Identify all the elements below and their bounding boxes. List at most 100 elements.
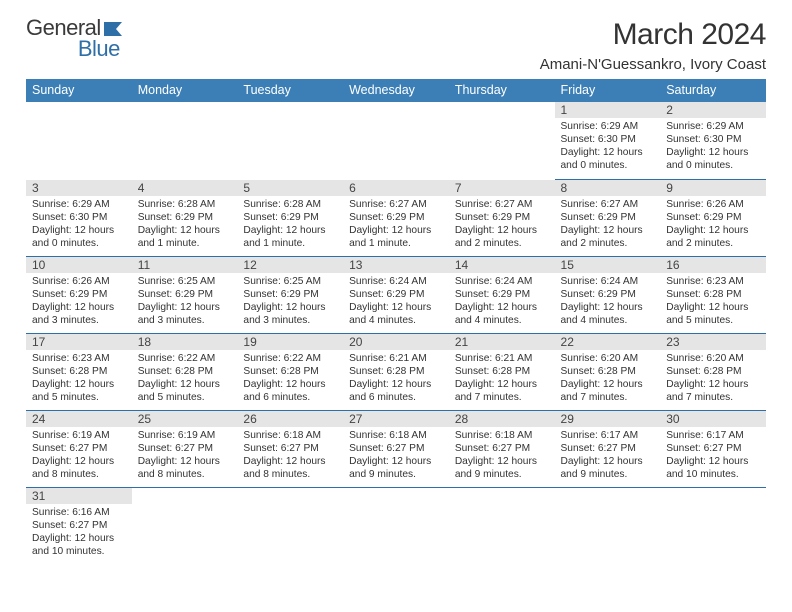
daylight-text: Daylight: 12 hours and 10 minutes. xyxy=(666,455,760,481)
day-number: 17 xyxy=(26,334,132,350)
sunrise-text: Sunrise: 6:27 AM xyxy=(455,198,549,211)
calendar-week-row: 24Sunrise: 6:19 AMSunset: 6:27 PMDayligh… xyxy=(26,410,766,487)
daylight-text: Daylight: 12 hours and 1 minute. xyxy=(349,224,443,250)
month-title: March 2024 xyxy=(540,18,766,52)
day-number: 4 xyxy=(132,180,238,196)
page-header: GeneralGeneBlue March 2024 Amani-N'Guess… xyxy=(26,18,766,73)
sunset-text: Sunset: 6:28 PM xyxy=(666,365,760,378)
daylight-text: Daylight: 12 hours and 9 minutes. xyxy=(561,455,655,481)
day-details: Sunrise: 6:25 AMSunset: 6:29 PMDaylight:… xyxy=(132,273,238,330)
day-details: Sunrise: 6:24 AMSunset: 6:29 PMDaylight:… xyxy=(449,273,555,330)
day-details: Sunrise: 6:29 AMSunset: 6:30 PMDaylight:… xyxy=(26,196,132,253)
daylight-text: Daylight: 12 hours and 9 minutes. xyxy=(349,455,443,481)
flag-icon xyxy=(104,19,126,40)
weekday-header: Friday xyxy=(555,79,661,102)
day-number: 30 xyxy=(660,411,766,427)
day-details: Sunrise: 6:22 AMSunset: 6:28 PMDaylight:… xyxy=(132,350,238,407)
day-details: Sunrise: 6:29 AMSunset: 6:30 PMDaylight:… xyxy=(660,118,766,175)
day-number xyxy=(132,102,238,118)
sunrise-text: Sunrise: 6:19 AM xyxy=(32,429,126,442)
calendar-day-cell: 13Sunrise: 6:24 AMSunset: 6:29 PMDayligh… xyxy=(343,256,449,333)
daylight-text: Daylight: 12 hours and 5 minutes. xyxy=(666,301,760,327)
day-number: 3 xyxy=(26,180,132,196)
day-details: Sunrise: 6:23 AMSunset: 6:28 PMDaylight:… xyxy=(660,273,766,330)
calendar-day-cell: 30 Sunrise: 6:17 AMSunset: 6:27 PMDayligh… xyxy=(660,410,766,487)
sunrise-text: Sunrise: 6:17 AM xyxy=(561,429,655,442)
day-details: Sunrise: 6:26 AMSunset: 6:29 PMDaylight:… xyxy=(660,196,766,253)
calendar-day-cell: 11Sunrise: 6:25 AMSunset: 6:29 PMDayligh… xyxy=(132,256,238,333)
sunrise-text: Sunrise: 6:17 AM xyxy=(666,429,760,442)
sunset-text: Sunset: 6:27 PM xyxy=(32,442,126,455)
sunrise-text: Sunrise: 6:20 AM xyxy=(561,352,655,365)
calendar-day-cell xyxy=(237,487,343,564)
calendar-day-cell xyxy=(555,487,661,564)
calendar-day-cell xyxy=(26,102,132,179)
day-details: Sunrise: 6:21 AMSunset: 6:28 PMDaylight:… xyxy=(449,350,555,407)
day-details: Sunrise: 6:18 AMSunset: 6:27 PMDaylight:… xyxy=(343,427,449,484)
calendar-day-cell: 31Sunrise: 6:16 AMSunset: 6:27 PMDayligh… xyxy=(26,487,132,564)
calendar-day-cell: 29Sunrise: 6:17 AMSunset: 6:27 PMDayligh… xyxy=(555,410,661,487)
daylight-text: Daylight: 12 hours and 8 minutes. xyxy=(32,455,126,481)
day-details: Sunrise: 6:19 AMSunset: 6:27 PMDaylight:… xyxy=(132,427,238,484)
calendar-day-cell xyxy=(132,102,238,179)
calendar-day-cell: 12Sunrise: 6:25 AMSunset: 6:29 PMDayligh… xyxy=(237,256,343,333)
daylight-text: Daylight: 12 hours and 1 minute. xyxy=(243,224,337,250)
calendar-day-cell: 28Sunrise: 6:18 AMSunset: 6:27 PMDayligh… xyxy=(449,410,555,487)
daylight-text: Daylight: 12 hours and 2 minutes. xyxy=(666,224,760,250)
calendar-day-cell: 3Sunrise: 6:29 AMSunset: 6:30 PMDaylight… xyxy=(26,179,132,256)
sunrise-text: Sunrise: 6:29 AM xyxy=(32,198,126,211)
sunset-text: Sunset: 6:28 PM xyxy=(138,365,232,378)
calendar-day-cell: 18Sunrise: 6:22 AMSunset: 6:28 PMDayligh… xyxy=(132,333,238,410)
sunrise-text: Sunrise: 6:21 AM xyxy=(349,352,443,365)
daylight-text: Daylight: 12 hours and 4 minutes. xyxy=(455,301,549,327)
title-block: March 2024 Amani-N'Guessankro, Ivory Coa… xyxy=(540,18,766,73)
day-details: Sunrise: 6:18 AMSunset: 6:27 PMDaylight:… xyxy=(237,427,343,484)
calendar-day-cell xyxy=(132,487,238,564)
sunrise-text: Sunrise: 6:25 AM xyxy=(138,275,232,288)
day-details: Sunrise: 6:18 AMSunset: 6:27 PMDaylight:… xyxy=(449,427,555,484)
day-number: 10 xyxy=(26,257,132,273)
sunset-text: Sunset: 6:29 PM xyxy=(138,288,232,301)
sunrise-text: Sunrise: 6:26 AM xyxy=(666,198,760,211)
sunset-text: Sunset: 6:29 PM xyxy=(243,211,337,224)
sunset-text: Sunset: 6:27 PM xyxy=(138,442,232,455)
day-number: 20 xyxy=(343,334,449,350)
sunrise-text: Sunrise: 6:23 AM xyxy=(666,275,760,288)
calendar-day-cell: 5Sunrise: 6:28 AMSunset: 6:29 PMDaylight… xyxy=(237,179,343,256)
day-number: 18 xyxy=(132,334,238,350)
sunset-text: Sunset: 6:28 PM xyxy=(561,365,655,378)
sunset-text: Sunset: 6:28 PM xyxy=(455,365,549,378)
day-number: 11 xyxy=(132,257,238,273)
weekday-header: Monday xyxy=(132,79,238,102)
sunset-text: Sunset: 6:29 PM xyxy=(32,288,126,301)
sunset-text: Sunset: 6:27 PM xyxy=(32,519,126,532)
day-details: Sunrise: 6:25 AMSunset: 6:29 PMDaylight:… xyxy=(237,273,343,330)
day-number: 28 xyxy=(449,411,555,427)
sunrise-text: Sunrise: 6:24 AM xyxy=(349,275,443,288)
sunrise-text: Sunrise: 6:29 AM xyxy=(666,120,760,133)
brand-logo: GeneralGeneBlue xyxy=(26,18,126,60)
sunset-text: Sunset: 6:27 PM xyxy=(561,442,655,455)
calendar-day-cell: 21Sunrise: 6:21 AMSunset: 6:28 PMDayligh… xyxy=(449,333,555,410)
sunset-text: Sunset: 6:27 PM xyxy=(349,442,443,455)
sunset-text: Sunset: 6:29 PM xyxy=(455,211,549,224)
calendar-week-row: 3Sunrise: 6:29 AMSunset: 6:30 PMDaylight… xyxy=(26,179,766,256)
daylight-text: Daylight: 12 hours and 7 minutes. xyxy=(455,378,549,404)
weekday-header: Sunday xyxy=(26,79,132,102)
sunset-text: Sunset: 6:29 PM xyxy=(561,288,655,301)
sunrise-text: Sunrise: 6:18 AM xyxy=(349,429,443,442)
sunset-text: Sunset: 6:27 PM xyxy=(666,442,760,455)
sunrise-text: Sunrise: 6:28 AM xyxy=(243,198,337,211)
calendar-day-cell xyxy=(449,102,555,179)
calendar-day-cell: 25Sunrise: 6:19 AMSunset: 6:27 PMDayligh… xyxy=(132,410,238,487)
day-number: 2 xyxy=(660,102,766,118)
day-details: Sunrise: 6:20 AMSunset: 6:28 PMDaylight:… xyxy=(555,350,661,407)
sunrise-text: Sunrise: 6:24 AM xyxy=(455,275,549,288)
sunset-text: Sunset: 6:29 PM xyxy=(349,288,443,301)
daylight-text: Daylight: 12 hours and 0 minutes. xyxy=(666,146,760,172)
day-number: 26 xyxy=(237,411,343,427)
weekday-header: Tuesday xyxy=(237,79,343,102)
calendar-day-cell xyxy=(343,102,449,179)
day-details: Sunrise: 6:28 AMSunset: 6:29 PMDaylight:… xyxy=(237,196,343,253)
calendar-table: SundayMondayTuesdayWednesdayThursdayFrid… xyxy=(26,79,766,564)
